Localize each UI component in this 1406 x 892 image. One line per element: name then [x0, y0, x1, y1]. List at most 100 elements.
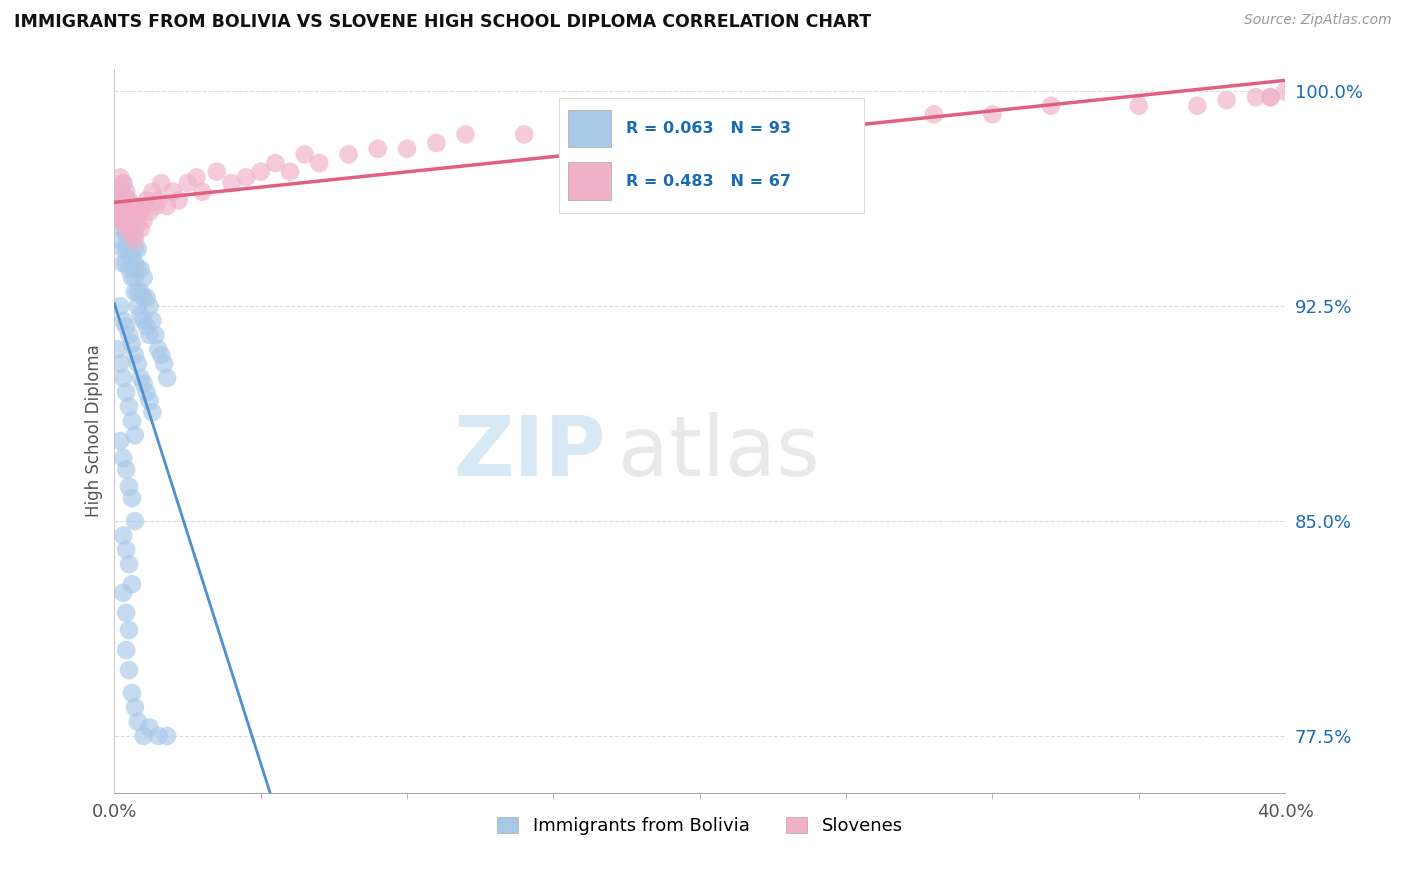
- Point: [112, 176, 135, 190]
- Point: [176, 176, 198, 190]
- Point: [112, 313, 135, 327]
- Point: [124, 514, 146, 528]
- Point: [513, 128, 536, 142]
- Point: [132, 213, 155, 227]
- Point: [150, 348, 173, 362]
- Point: [118, 480, 141, 494]
- Point: [121, 199, 143, 213]
- Point: [115, 385, 138, 400]
- Point: [110, 199, 132, 213]
- Point: [138, 721, 160, 735]
- Point: [118, 262, 141, 277]
- Point: [571, 119, 593, 133]
- Point: [630, 128, 652, 142]
- Point: [145, 328, 167, 343]
- Point: [1274, 85, 1296, 99]
- Point: [132, 313, 155, 327]
- Point: [141, 405, 163, 419]
- Point: [115, 213, 138, 227]
- Point: [121, 213, 143, 227]
- Point: [110, 170, 132, 185]
- Point: [121, 199, 143, 213]
- Point: [127, 714, 149, 729]
- Point: [105, 204, 128, 219]
- Point: [115, 643, 138, 657]
- Point: [112, 208, 135, 222]
- Point: [115, 227, 138, 242]
- Point: [118, 623, 141, 637]
- Text: Source: ZipAtlas.com: Source: ZipAtlas.com: [1244, 13, 1392, 28]
- Point: [148, 343, 170, 357]
- Point: [124, 242, 146, 256]
- Point: [118, 199, 141, 213]
- Point: [150, 176, 173, 190]
- Point: [110, 299, 132, 313]
- Point: [112, 222, 135, 236]
- Point: [124, 270, 146, 285]
- Point: [132, 199, 155, 213]
- Point: [124, 227, 146, 242]
- Point: [1215, 93, 1237, 107]
- Point: [264, 156, 287, 170]
- Point: [1260, 90, 1282, 104]
- Point: [156, 371, 179, 385]
- Point: [115, 242, 138, 256]
- Point: [1040, 99, 1063, 113]
- Point: [115, 319, 138, 334]
- Point: [115, 204, 138, 219]
- Point: [135, 291, 157, 305]
- Point: [118, 227, 141, 242]
- Point: [278, 164, 301, 178]
- Point: [118, 194, 141, 208]
- Point: [124, 234, 146, 248]
- Text: IMMIGRANTS FROM BOLIVIA VS SLOVENE HIGH SCHOOL DIPLOMA CORRELATION CHART: IMMIGRANTS FROM BOLIVIA VS SLOVENE HIGH …: [14, 13, 872, 31]
- Point: [112, 199, 135, 213]
- Point: [162, 185, 184, 199]
- Point: [127, 285, 149, 299]
- Point: [110, 213, 132, 227]
- Point: [110, 434, 132, 448]
- Point: [112, 528, 135, 542]
- Point: [221, 176, 243, 190]
- Point: [121, 227, 143, 242]
- Point: [124, 700, 146, 714]
- Point: [141, 185, 163, 199]
- Point: [129, 285, 152, 299]
- Point: [121, 213, 143, 227]
- Point: [124, 348, 146, 362]
- Point: [1260, 90, 1282, 104]
- Point: [124, 222, 146, 236]
- Point: [124, 204, 146, 219]
- Point: [115, 542, 138, 557]
- Point: [112, 451, 135, 466]
- Point: [689, 119, 711, 133]
- Point: [121, 336, 143, 351]
- Point: [141, 313, 163, 327]
- Point: [138, 204, 160, 219]
- Point: [115, 185, 138, 199]
- Point: [115, 222, 138, 236]
- Point: [110, 194, 132, 208]
- Point: [156, 729, 179, 743]
- Point: [118, 663, 141, 677]
- Point: [308, 156, 330, 170]
- Point: [124, 428, 146, 442]
- Point: [129, 371, 152, 385]
- Point: [205, 164, 228, 178]
- Point: [835, 113, 858, 128]
- Point: [112, 586, 135, 600]
- Point: [110, 213, 132, 227]
- Point: [148, 194, 170, 208]
- Point: [367, 142, 389, 156]
- Point: [1187, 99, 1209, 113]
- Point: [1128, 99, 1150, 113]
- Point: [138, 299, 160, 313]
- Point: [105, 343, 128, 357]
- Point: [118, 234, 141, 248]
- Point: [115, 256, 138, 270]
- Point: [747, 113, 769, 128]
- Point: [922, 107, 945, 121]
- Point: [153, 357, 176, 371]
- Point: [132, 376, 155, 391]
- Point: [110, 357, 132, 371]
